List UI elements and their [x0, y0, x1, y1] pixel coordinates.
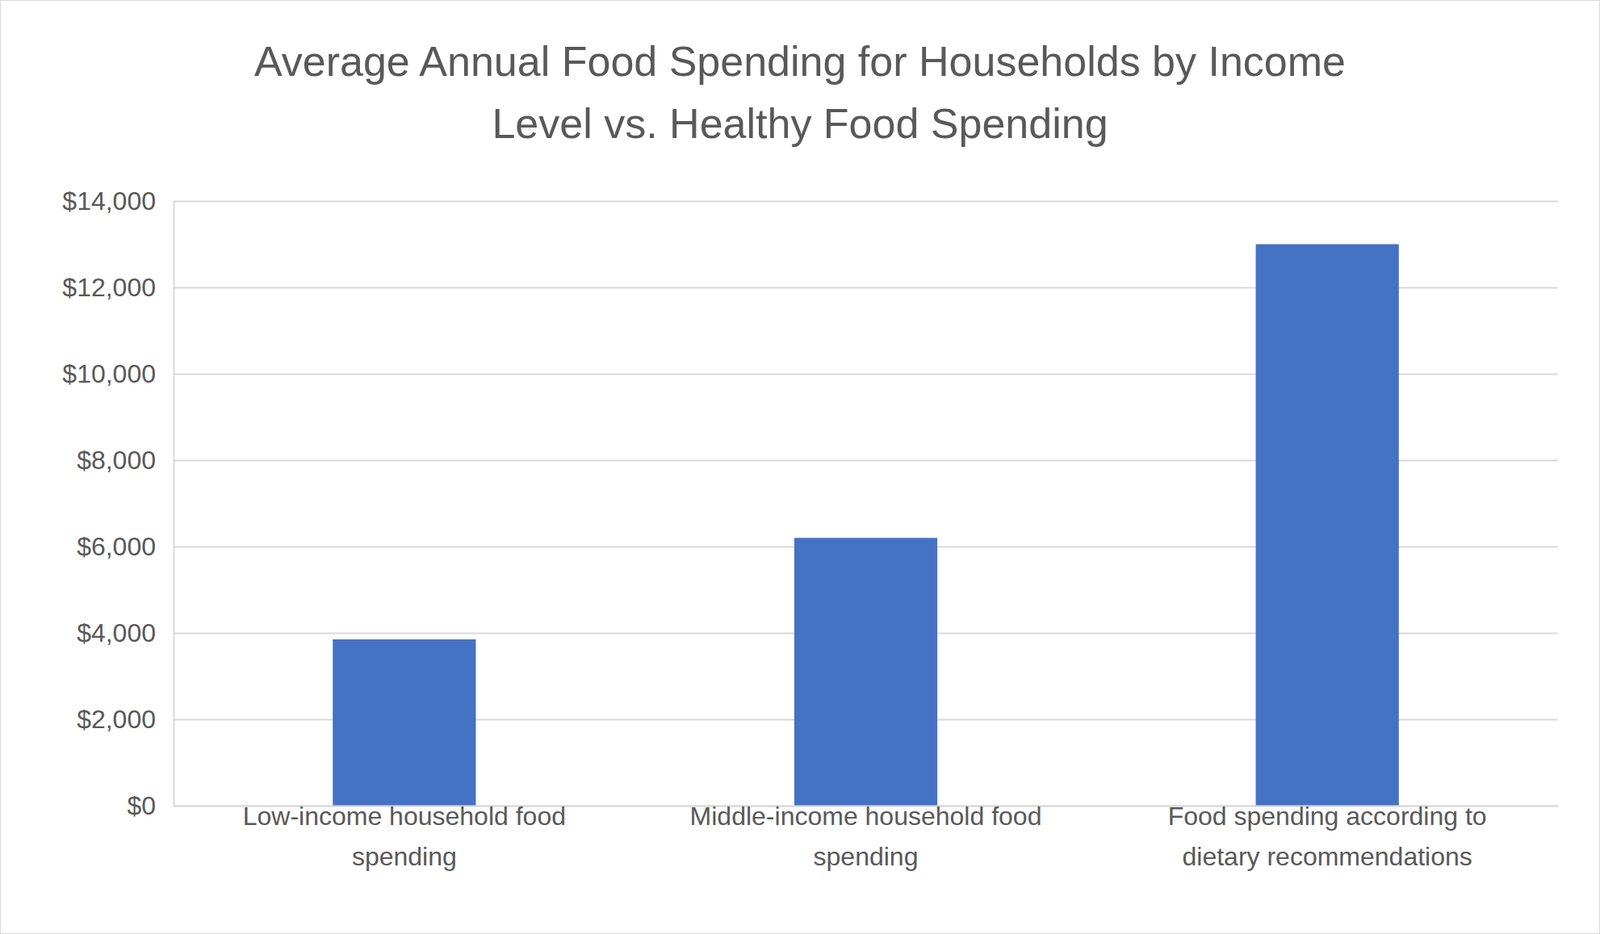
- y-tick-label: $0: [126, 791, 156, 821]
- text-line: dietary recommendations: [1182, 841, 1473, 872]
- x-axis: Low-income household foodspendingMiddle-…: [174, 801, 1559, 872]
- bars: [332, 244, 1399, 807]
- y-tick: $0: [126, 791, 174, 821]
- y-tick-label: $10,000: [62, 359, 156, 389]
- y-tick-label: $6,000: [76, 531, 156, 562]
- y-tick: $4,000: [76, 618, 174, 648]
- bar: [332, 639, 476, 806]
- bar: [1256, 244, 1399, 807]
- bar: [794, 537, 938, 806]
- y-tick: $2,000: [76, 704, 174, 734]
- text-line: Average Annual Food Spending for Househo…: [254, 37, 1346, 85]
- y-tick-label: $2,000: [76, 704, 156, 734]
- y-tick-label: $12,000: [62, 272, 156, 302]
- grid-line: [173, 201, 1559, 203]
- chart-title: Average Annual Food Spending for Househo…: [254, 37, 1346, 147]
- y-tick: $6,000: [76, 531, 174, 562]
- text-line: Level vs. Healthy Food Spending: [491, 100, 1108, 147]
- y-tick-label: $14,000: [62, 186, 156, 216]
- x-tick: Low-income household food spending: [242, 801, 566, 872]
- y-tick-label: $8,000: [76, 445, 156, 475]
- y-axis: $0 $2,000 $4,000 $6,000 $8,000 $10,000 $12,000…: [62, 186, 174, 821]
- chart: Average Annual Food Spending for Househo…: [0, 0, 1600, 934]
- x-tick: Food spending according to dietary recomm…: [1168, 801, 1487, 872]
- x-tick: Middle-income household food spending: [690, 801, 1043, 872]
- x-tick-label: Middle-income household food spending: [690, 801, 1043, 872]
- text-line: Low-income household food: [242, 801, 566, 831]
- y-tick: $14,000: [62, 186, 174, 216]
- grid: [173, 201, 1559, 807]
- y-tick-label: $4,000: [76, 618, 156, 648]
- x-tick-label: Low-income household food spending: [242, 801, 566, 872]
- text-line: spending: [351, 841, 457, 872]
- y-tick: $8,000: [76, 445, 174, 475]
- chart-frame: [0, 0, 1600, 934]
- x-tick-label: Food spending according to dietary recomm…: [1168, 801, 1487, 872]
- y-tick: $12,000: [62, 272, 174, 302]
- text-line: spending: [813, 841, 919, 872]
- y-tick: $10,000: [62, 359, 174, 389]
- text-line: Middle-income household food: [690, 801, 1043, 831]
- text-line: Food spending according to: [1168, 801, 1487, 831]
- y-axis-line: [173, 201, 176, 807]
